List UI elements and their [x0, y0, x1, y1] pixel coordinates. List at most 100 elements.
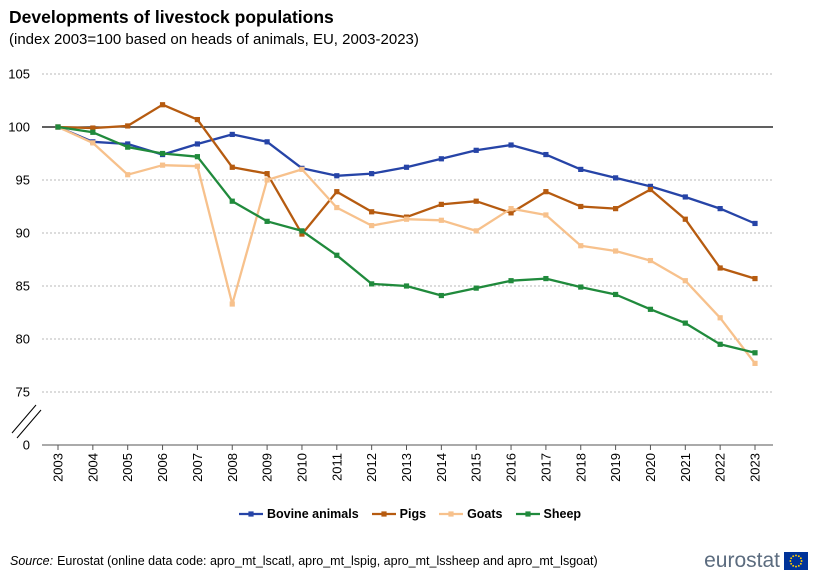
source-label: Source: [10, 554, 54, 568]
x-tick-label: 2023 [748, 453, 763, 482]
data-point-sheep [613, 291, 619, 298]
data-point-goats [717, 315, 723, 321]
chart-subtitle: (index 2003=100 based on heads of animal… [9, 31, 419, 48]
y-tick-label: 105 [8, 67, 30, 82]
data-point-sheep [647, 306, 654, 312]
series-bovine-animals [55, 124, 758, 227]
y-tick-label: 80 [16, 332, 30, 347]
data-point-goats [299, 166, 305, 172]
data-point-bovine-animals [369, 171, 375, 177]
series-goats [55, 124, 758, 366]
legend-swatch-bovine-animals [238, 511, 263, 517]
data-point-goats [508, 206, 514, 212]
data-point-bovine-animals [613, 175, 619, 181]
data-point-sheep [578, 284, 584, 290]
flag-star [797, 564, 800, 567]
data-point-sheep [682, 320, 688, 326]
legend-label-pigs: Pigs [399, 507, 427, 521]
y-tick-label: 100 [8, 120, 30, 135]
legend-marker [448, 511, 454, 517]
x-tick-label: 2018 [573, 453, 588, 482]
data-point-bovine-animals [682, 194, 688, 200]
data-point-goats [125, 172, 131, 178]
data-point-bovine-animals [717, 206, 723, 212]
data-point-pigs [578, 203, 584, 210]
data-point-bovine-animals [194, 141, 200, 147]
data-point-goats [159, 162, 166, 168]
legend: Bovine animals Pigs Goats Sheep [0, 507, 820, 521]
x-tick-label: 2014 [434, 453, 449, 482]
x-tick-label: 2013 [399, 453, 414, 482]
chart-title: Developments of livestock populations [9, 7, 334, 27]
data-point-pigs [717, 265, 723, 271]
data-point-pigs [159, 102, 166, 108]
legend-item-sheep[interactable]: Sheep [515, 507, 581, 521]
data-point-goats [473, 228, 479, 234]
data-point-sheep [90, 129, 96, 135]
data-point-sheep [229, 198, 235, 204]
source-note: Source: Eurostat (online data code: apro_… [10, 554, 598, 568]
x-tick-label: 2020 [643, 453, 658, 482]
legend-item-bovine-animals[interactable]: Bovine animals [238, 507, 359, 521]
series-line-goats [57, 125, 756, 365]
eu-flag-icon [784, 552, 808, 570]
legend-marker [248, 511, 254, 517]
eurostat-logo[interactable]: eurostat [704, 550, 808, 572]
flag-star [789, 560, 792, 562]
data-point-bovine-animals [752, 220, 758, 227]
data-point-pigs [647, 186, 654, 193]
data-point-sheep [194, 154, 200, 160]
legend-label-goats: Goats [467, 507, 503, 521]
data-point-pigs [682, 216, 688, 222]
data-point-sheep [55, 124, 61, 130]
legend-marker [524, 511, 531, 517]
data-point-pigs [334, 189, 340, 195]
series-line-sheep [57, 125, 756, 354]
data-point-bovine-animals [543, 151, 549, 158]
data-point-pigs [194, 116, 200, 123]
x-tick-label: 2008 [225, 453, 240, 482]
data-point-goats [264, 177, 270, 183]
x-tick-label: 2009 [260, 453, 275, 482]
line-chart: 105 100 95 90 85 80 75 0 2003 2004 2005 2006 2007 200… [8, 67, 773, 482]
data-point-goats [613, 248, 619, 254]
data-point-goats [403, 216, 410, 222]
logo-text: eurostat [704, 549, 780, 572]
data-point-sheep [403, 283, 410, 289]
data-point-pigs [299, 231, 305, 237]
x-tick-label: 2010 [294, 453, 309, 482]
data-point-bovine-animals [334, 173, 340, 179]
data-point-goats [334, 204, 340, 211]
data-point-sheep [299, 228, 305, 234]
data-point-sheep [543, 275, 549, 282]
y-tick-label: 95 [16, 173, 30, 188]
data-point-sheep [717, 341, 723, 347]
legend-item-goats[interactable]: Goats [439, 507, 503, 521]
data-point-goats [543, 212, 549, 218]
data-point-bovine-animals [125, 141, 131, 147]
flag-star [792, 555, 795, 558]
x-tick-label: 2007 [190, 453, 205, 482]
x-tick-label: 2011 [329, 453, 344, 481]
flag-star [797, 555, 800, 558]
y-tick-label: 90 [16, 226, 30, 241]
data-point-pigs [613, 206, 619, 212]
x-tick-label: 2015 [469, 453, 484, 482]
data-point-goats [752, 360, 758, 366]
data-point-sheep [159, 150, 166, 157]
x-tick-label: 2021 [678, 453, 693, 482]
legend-swatch-goats [439, 511, 464, 517]
data-point-bovine-animals [578, 166, 584, 172]
legend-label-bovine-animals: Bovine animals [266, 507, 359, 521]
data-point-sheep [438, 292, 444, 299]
series-pigs [55, 102, 758, 282]
y-tick-label: 85 [16, 279, 30, 294]
legend-item-pigs[interactable]: Pigs [371, 507, 427, 521]
data-point-sheep [334, 252, 340, 258]
data-point-goats [578, 243, 584, 249]
flag-star [792, 564, 795, 567]
data-point-pigs [369, 209, 375, 215]
data-point-bovine-animals [473, 147, 479, 153]
data-point-bovine-animals [229, 131, 235, 138]
data-point-sheep [369, 281, 375, 287]
